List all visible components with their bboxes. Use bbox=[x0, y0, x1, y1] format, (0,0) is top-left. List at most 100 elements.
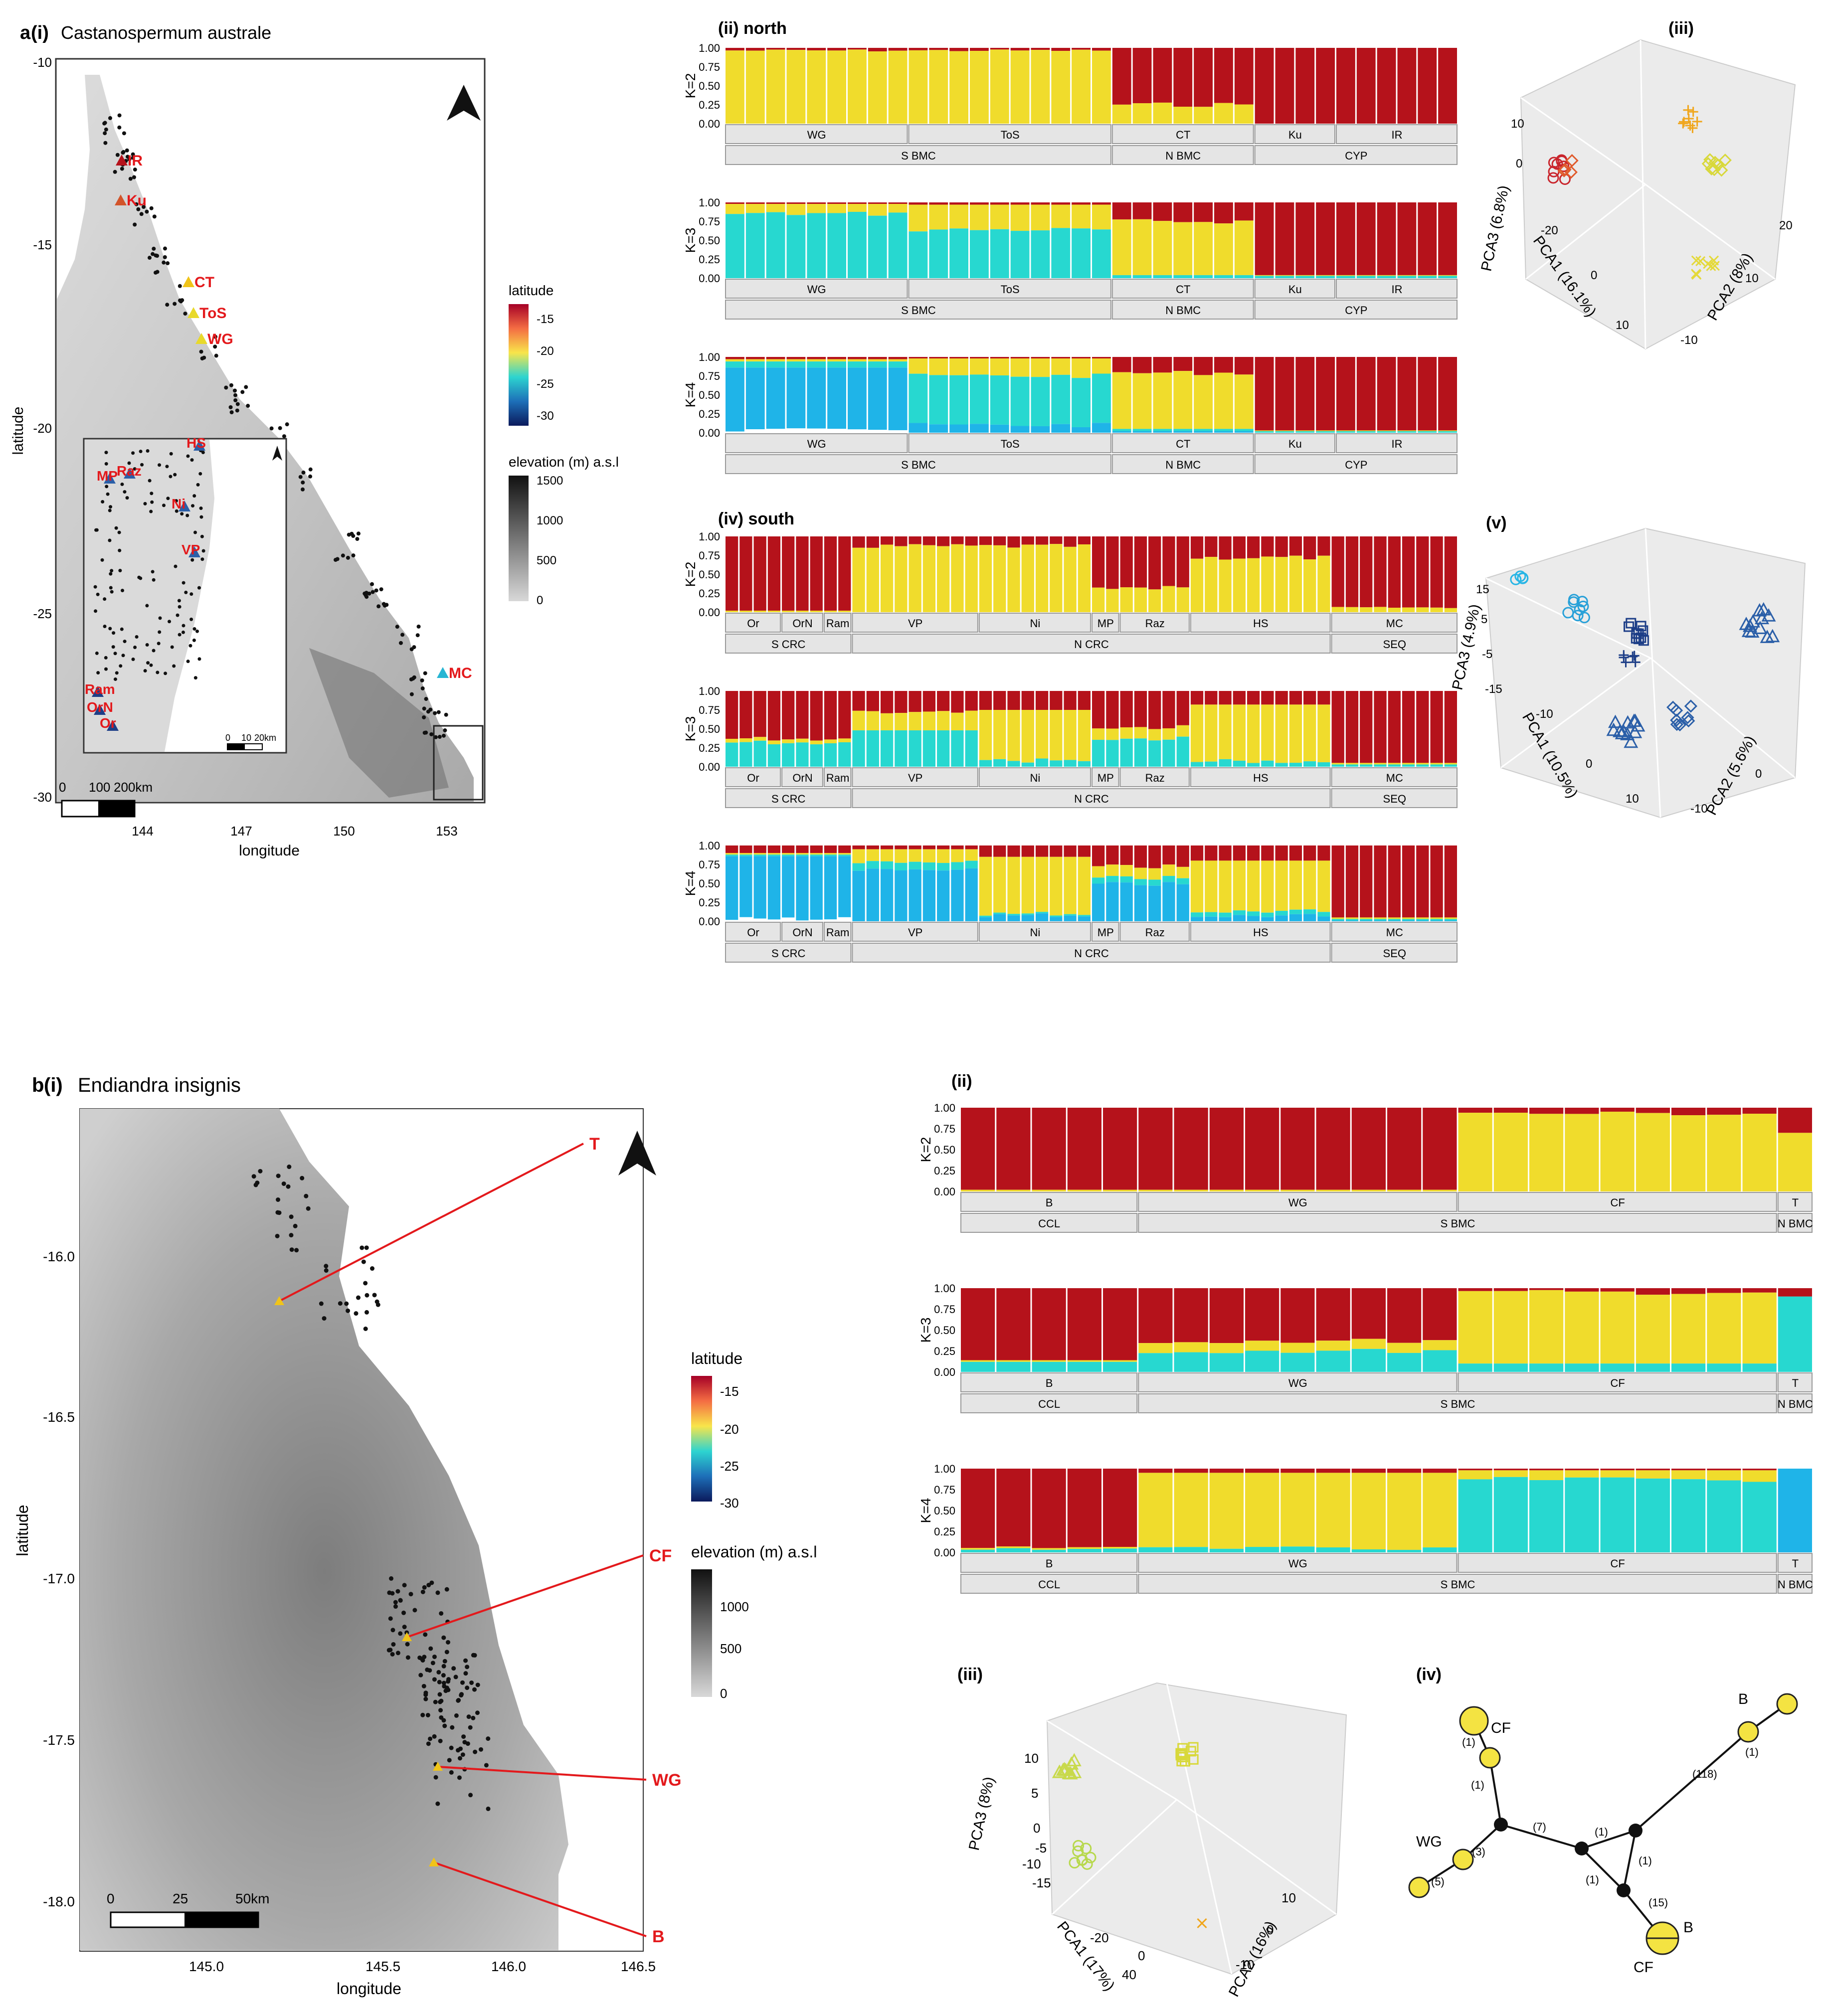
admixture-bar-segment bbox=[1132, 373, 1152, 429]
sample-point bbox=[405, 1655, 410, 1660]
admixture-bar-segment bbox=[1377, 430, 1396, 431]
pop-label: Ku bbox=[1288, 129, 1302, 141]
admixture-bar-segment bbox=[1402, 845, 1415, 918]
pca-point bbox=[1565, 154, 1579, 168]
admixture-bar-segment bbox=[726, 202, 744, 204]
sample-point bbox=[457, 1756, 462, 1761]
admixture-bar-segment bbox=[1289, 914, 1302, 921]
inset-site-label: MP bbox=[97, 468, 118, 484]
pop-strip bbox=[1254, 279, 1336, 299]
admixture-bar-segment bbox=[1214, 202, 1233, 224]
admixture-bar-segment bbox=[990, 358, 1009, 376]
region-label: N BMC bbox=[1165, 150, 1201, 162]
admixture-bar-segment bbox=[1031, 202, 1050, 205]
region-label: SEQ bbox=[1383, 793, 1406, 805]
admixture-bar-segment bbox=[1233, 845, 1246, 861]
admixture-bar-segment bbox=[961, 1549, 995, 1552]
admixture-bar-segment bbox=[1067, 1361, 1101, 1372]
admixture-bar-segment bbox=[937, 536, 950, 546]
region-strip bbox=[1777, 1393, 1813, 1413]
admixture-bar-segment bbox=[827, 50, 846, 124]
admixture-bar-segment bbox=[1261, 704, 1274, 761]
region-strip bbox=[1254, 454, 1458, 474]
admixture-bar-segment bbox=[993, 856, 1006, 913]
admixture-bar-segment bbox=[726, 204, 744, 214]
admixture-bar-segment bbox=[1194, 429, 1213, 431]
sample-point bbox=[133, 222, 137, 227]
admixture-bar-segment bbox=[979, 917, 992, 921]
pop-strip bbox=[1138, 1372, 1458, 1392]
network-edge-label: (118) bbox=[1692, 1768, 1717, 1780]
admixture-bar-segment bbox=[1303, 691, 1316, 705]
inset-sample-point bbox=[164, 672, 168, 675]
pca-b-ty0: 10 bbox=[1281, 1890, 1296, 1905]
admixture-bar-segment bbox=[1423, 1473, 1457, 1548]
admixture-bar-segment bbox=[1190, 704, 1204, 762]
admixture-bar-segment bbox=[1032, 1361, 1066, 1372]
admixture-bar-segment bbox=[1010, 202, 1030, 205]
admixture-bar-segment bbox=[1397, 357, 1417, 431]
admixture-bar-segment bbox=[1316, 202, 1335, 275]
inset-sample-point bbox=[178, 605, 182, 609]
inset-sample-point bbox=[186, 660, 190, 664]
admixture-bar-segment bbox=[852, 710, 865, 731]
sample-point bbox=[446, 1679, 451, 1684]
legend-b-lat-25: -25 bbox=[720, 1459, 739, 1474]
admixture-bar-segment bbox=[1035, 544, 1049, 612]
admixture-bar-segment bbox=[739, 856, 752, 917]
admixture-bar-segment bbox=[1317, 912, 1330, 917]
site-leader-line bbox=[406, 1554, 644, 1638]
sample-point bbox=[346, 555, 350, 560]
admixture-bar-segment bbox=[824, 691, 837, 740]
sample-point bbox=[460, 1680, 465, 1685]
pop-label: WG bbox=[807, 438, 826, 450]
inset-sample-point bbox=[125, 496, 129, 500]
admixture-bar-segment bbox=[1190, 845, 1204, 861]
admixture-bar-segment bbox=[1275, 430, 1294, 431]
admixture-bar-segment bbox=[1247, 916, 1260, 921]
admixture-bar-segment bbox=[993, 914, 1006, 921]
admixture-bar-segment bbox=[1209, 1343, 1244, 1353]
admixture-bar-segment bbox=[1331, 691, 1344, 763]
sample-point bbox=[341, 553, 345, 558]
pca-point bbox=[1547, 172, 1559, 184]
sample-point bbox=[121, 151, 125, 155]
admixture-bar-segment bbox=[1360, 764, 1373, 767]
admixture-bar-segment bbox=[965, 710, 978, 731]
inset-sample-point bbox=[148, 479, 152, 483]
admixture-bar-segment bbox=[1295, 357, 1315, 431]
pop-strip bbox=[725, 279, 908, 299]
sample-point bbox=[240, 390, 245, 394]
admixture-bar-segment bbox=[1173, 371, 1193, 429]
admixture-bar-segment bbox=[1707, 1115, 1741, 1191]
admixture-bar-segment bbox=[1233, 558, 1246, 612]
admixture-bar-segment bbox=[786, 202, 806, 204]
inset-sample-point bbox=[104, 451, 108, 455]
admixture-bar-segment bbox=[1493, 1477, 1528, 1552]
sample-point bbox=[390, 1652, 395, 1657]
panel-b-admix-title: (ii) bbox=[951, 1072, 972, 1091]
admixture-bar-segment bbox=[1205, 860, 1218, 912]
pop-label: CF bbox=[1610, 1557, 1625, 1570]
admixture-bar-segment bbox=[1092, 48, 1111, 51]
admixture-bar-segment bbox=[1529, 1290, 1564, 1364]
admixture-bar-segment bbox=[1209, 1108, 1244, 1190]
sample-point bbox=[122, 131, 126, 136]
pca-point bbox=[1564, 166, 1578, 179]
admixture-bar-segment bbox=[1021, 915, 1034, 921]
admixture-bar-segment bbox=[937, 845, 950, 849]
admixture-bar-segment bbox=[1234, 202, 1254, 221]
admixture-bar-segment bbox=[1007, 845, 1020, 857]
site-label: IR bbox=[128, 153, 143, 169]
admixture-bar-segment bbox=[1374, 920, 1387, 921]
pca-point bbox=[1628, 713, 1643, 727]
sample-point bbox=[422, 715, 426, 719]
admixture-bar-segment bbox=[1289, 691, 1302, 705]
admixture-bar-segment bbox=[848, 359, 867, 362]
pca-point bbox=[1692, 116, 1702, 127]
admixture-bar-segment bbox=[827, 357, 846, 359]
sample-point bbox=[420, 1589, 425, 1594]
admixture-bar-segment bbox=[1374, 845, 1387, 918]
sample-point bbox=[322, 1316, 327, 1321]
admixture-bar-segment bbox=[807, 204, 826, 213]
